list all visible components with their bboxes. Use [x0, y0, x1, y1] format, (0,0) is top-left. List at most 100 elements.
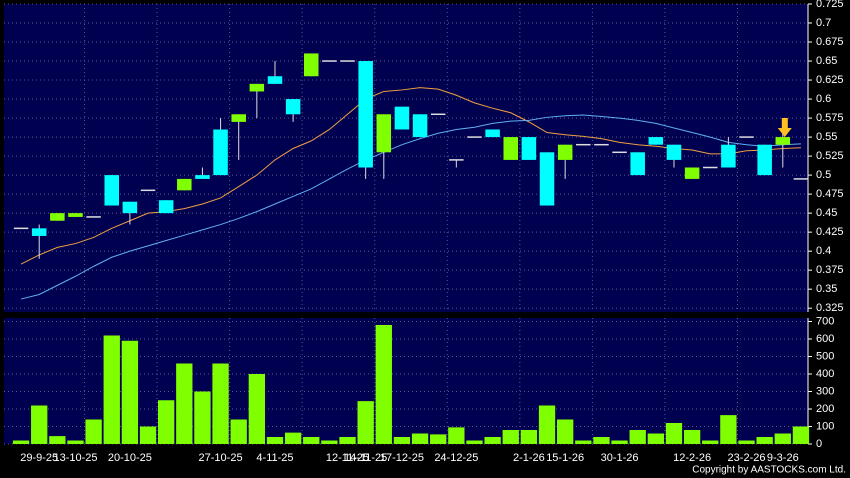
volume-bar — [738, 440, 755, 444]
volume-bar — [176, 363, 193, 444]
volume-bar — [393, 437, 411, 444]
candle-body — [231, 114, 246, 122]
volume-bar — [49, 436, 66, 444]
volume-bar — [12, 440, 30, 444]
candle-body — [50, 213, 65, 221]
x-tick-label: 13-10-25 — [53, 452, 97, 464]
x-tick-label: 20-10-25 — [108, 452, 152, 464]
x-tick-label: 24-12-25 — [434, 452, 478, 464]
y-tick-label: 100 — [816, 420, 834, 432]
marker-arrow — [777, 118, 792, 137]
y-tick-label: 0.625 — [816, 74, 844, 86]
y-tick-label: 300 — [816, 385, 834, 397]
candle-body — [449, 159, 464, 161]
y-tick-label: 0.35 — [816, 283, 837, 295]
candle-body — [684, 167, 700, 179]
x-tick-label: 29-9-25 — [20, 452, 58, 464]
volume-bar — [430, 434, 447, 444]
y-tick-label: 0.375 — [816, 264, 844, 276]
volume-bar — [466, 440, 483, 444]
candle-body — [177, 178, 192, 191]
y-tick-label: 0 — [816, 438, 822, 450]
volume-bar — [756, 437, 773, 444]
candle-body — [739, 136, 754, 138]
y-tick-label: 0.45 — [816, 207, 837, 219]
candle-body — [430, 113, 446, 116]
x-tick-label: 9-3-26 — [767, 452, 799, 464]
volume-bar — [538, 405, 556, 444]
candle-body — [31, 228, 47, 236]
candle-body — [557, 144, 573, 160]
y-tick-label: 0.5 — [816, 169, 831, 181]
y-tick-label: 200 — [816, 403, 834, 415]
volume-bar — [339, 437, 356, 444]
copyright: Copyright by AASTOCKS.com Ltd. — [692, 465, 846, 476]
volume-bar — [774, 433, 791, 444]
volume-bar — [792, 426, 810, 444]
candle-body — [86, 216, 101, 218]
candle-body — [412, 114, 428, 138]
volume-bar — [629, 430, 646, 444]
volume-bar — [556, 419, 574, 444]
volume-bar — [85, 419, 102, 444]
candle-body — [521, 137, 537, 160]
candle-body — [594, 143, 609, 146]
x-tick-label: 4-11-25 — [256, 452, 293, 464]
y-tick-label: 0.7 — [816, 17, 831, 29]
x-tick-label: 17-12-25 — [380, 452, 424, 464]
volume-bar — [411, 433, 429, 444]
volume-bar — [448, 427, 465, 444]
candle-body — [394, 106, 410, 130]
candle-body — [666, 144, 682, 160]
y-tick-label: 500 — [816, 350, 834, 362]
volume-bar — [502, 430, 519, 444]
y-tick-label: 0.6 — [816, 93, 831, 105]
y-tick-label: 600 — [816, 333, 834, 345]
volume-bar — [575, 440, 592, 444]
volume-bar — [31, 405, 48, 444]
x-tick-label: 30-1-26 — [601, 452, 639, 464]
candle-body — [775, 137, 791, 145]
candle-body — [285, 99, 301, 115]
candle-body — [267, 76, 283, 84]
y-tick-label: 0.4 — [816, 245, 831, 257]
candle-body — [630, 152, 645, 176]
volume-bar — [230, 419, 247, 444]
candle-body — [721, 144, 736, 168]
volume-bar — [484, 437, 501, 444]
moving-average-line — [20, 114, 801, 300]
candle-body — [793, 178, 809, 180]
candle-body — [322, 60, 337, 62]
candle-body — [68, 213, 83, 217]
candle-body — [104, 175, 120, 206]
volume-bar — [321, 440, 338, 444]
candle-body — [757, 144, 772, 176]
volume-bar — [375, 325, 392, 444]
candle-body — [140, 189, 156, 192]
volume-bar — [683, 430, 701, 444]
x-tick-label: 23-2-26 — [728, 452, 766, 464]
volume-bar — [194, 391, 211, 444]
candle-body — [503, 137, 519, 160]
candle-body — [648, 137, 664, 145]
candle-body — [213, 129, 228, 176]
candle-body — [576, 143, 591, 146]
candle-body — [467, 136, 482, 138]
volume-bar — [284, 432, 302, 444]
volume-bar — [647, 433, 665, 444]
x-tick-label: 2-1-26 — [513, 452, 545, 464]
candle-body — [249, 83, 265, 92]
volume-bar — [611, 440, 628, 444]
volume-bar — [593, 437, 610, 444]
volume-bar — [212, 363, 229, 444]
volume-bar — [720, 415, 737, 444]
y-tick-label: 0.575 — [816, 112, 844, 124]
volume-bar — [702, 440, 719, 444]
volume-bar — [248, 374, 266, 444]
y-tick-label: 0.525 — [816, 150, 844, 162]
y-tick-label: 0.725 — [816, 0, 844, 10]
candle-body — [303, 53, 319, 77]
candle-body — [158, 200, 174, 214]
x-tick-label: 14-11-25 — [344, 452, 387, 464]
candle-body — [376, 114, 392, 153]
